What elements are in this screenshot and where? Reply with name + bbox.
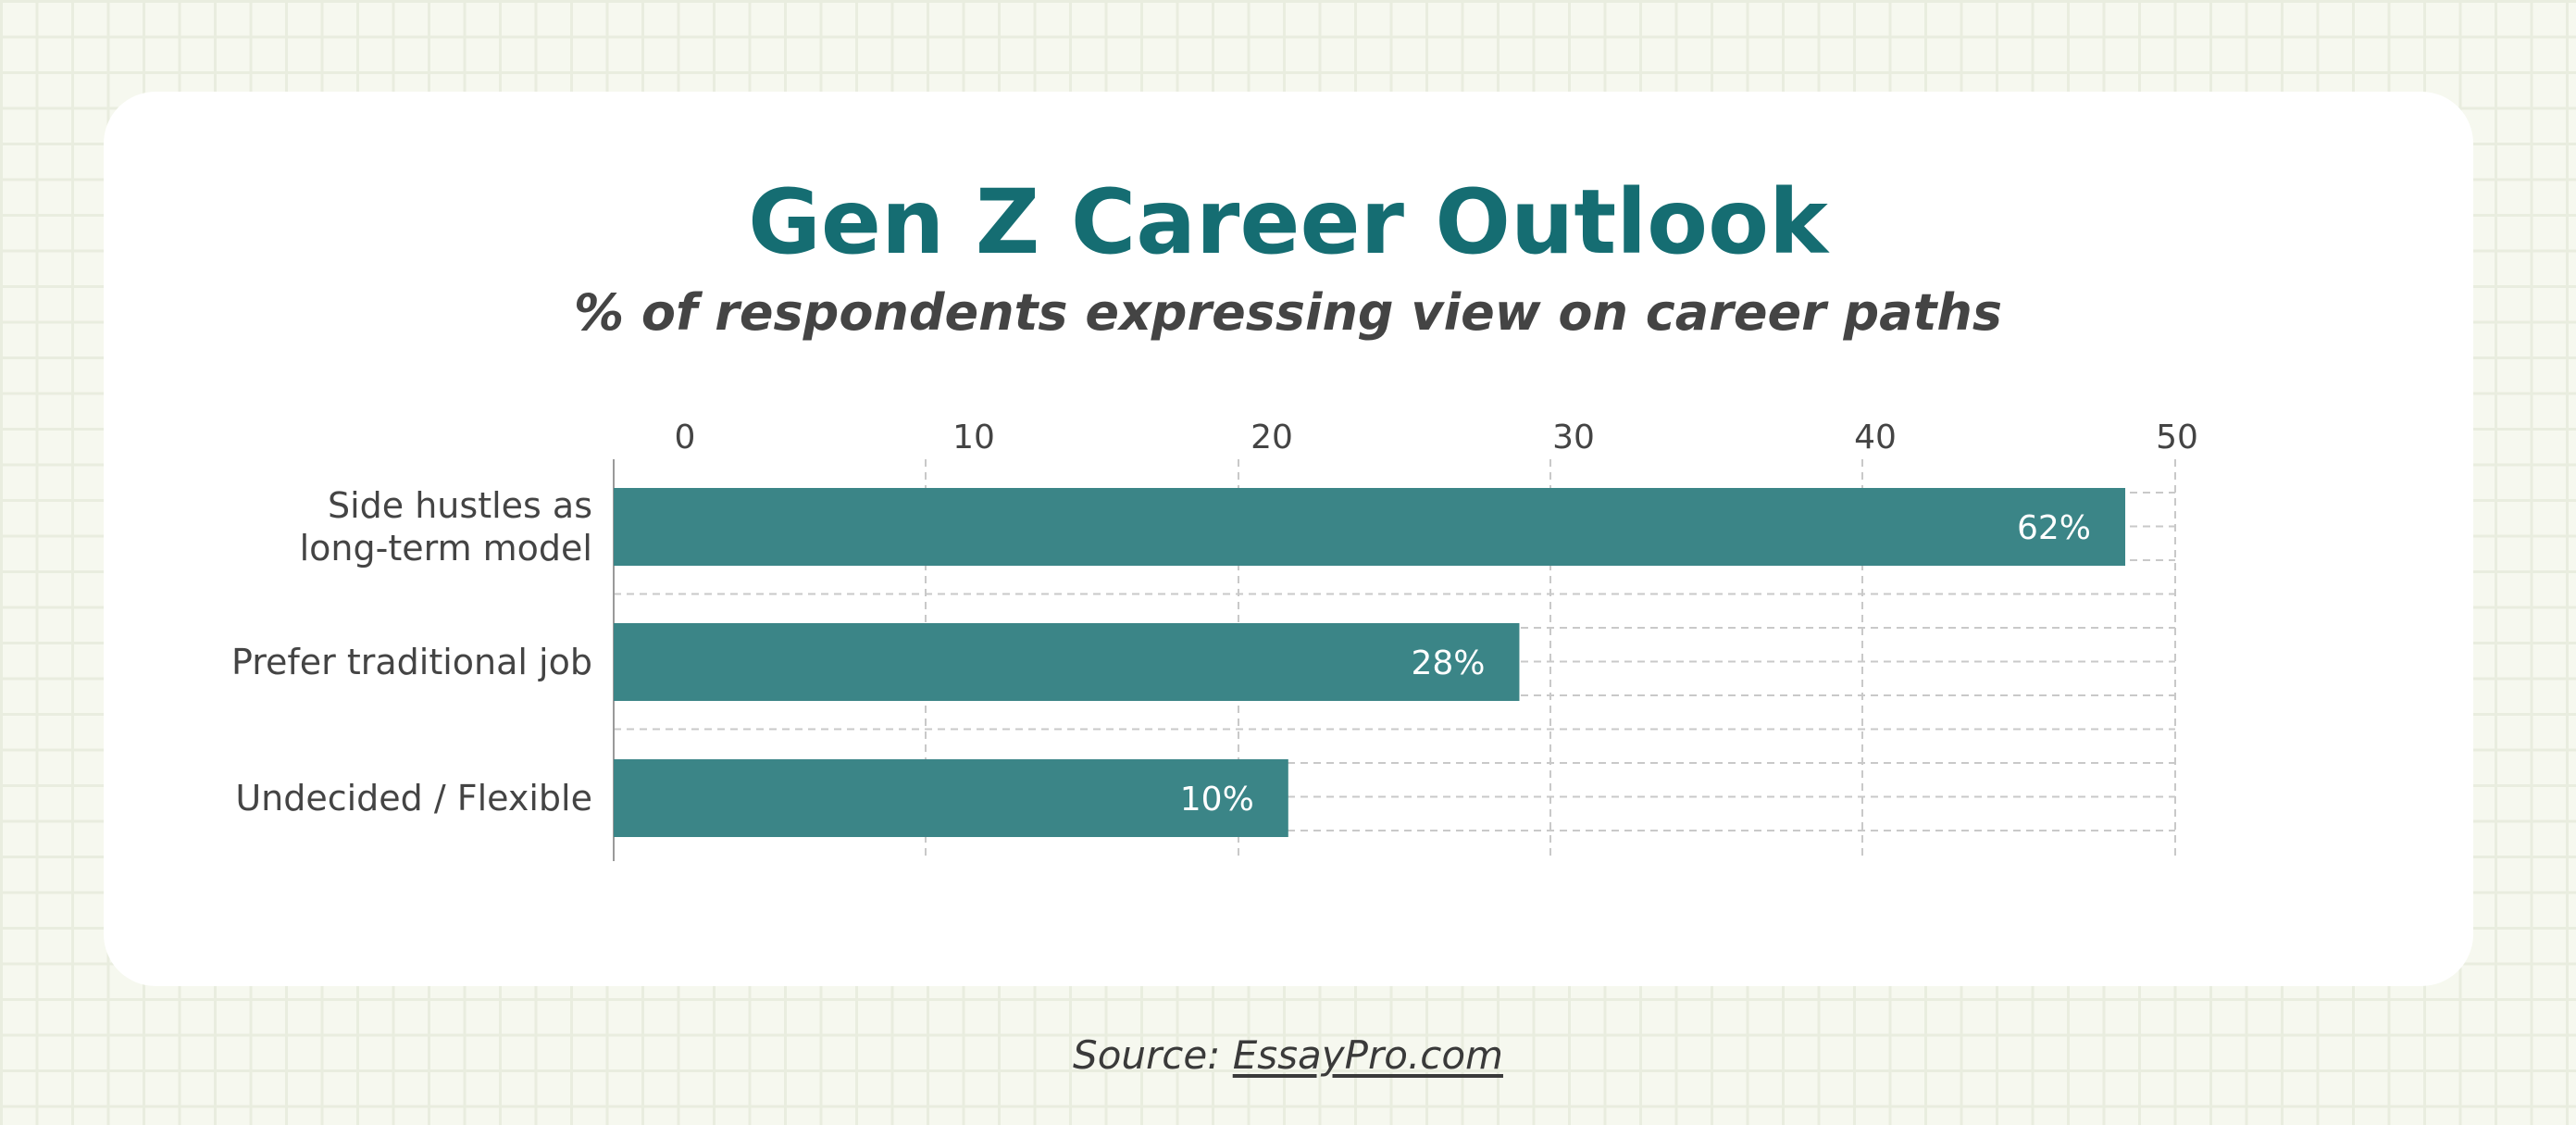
category-label-1: Prefer traditional job: [231, 642, 592, 682]
chart-subtitle: % of respondents expressing view on care…: [573, 283, 2003, 342]
category-label-2: Undecided / Flexible: [235, 778, 592, 819]
source-credit: Source: EssayPro.com: [0, 1030, 2576, 1081]
category-label-0: Side hustles as long-term model: [300, 485, 592, 569]
x-tick-label-50: 50: [2156, 419, 2198, 456]
bar-value-label-0: 62%: [2017, 509, 2091, 547]
source-prefix: Source:: [1073, 1032, 1221, 1078]
x-tick-label-40: 40: [1854, 419, 1897, 456]
source-link[interactable]: EssayPro.com: [1232, 1032, 1503, 1078]
bar-0: [614, 488, 2126, 566]
bar-value-label-1: 28%: [1411, 644, 1485, 682]
bar-1: [614, 623, 1520, 701]
category-label-line: long-term model: [300, 528, 592, 569]
bar-value-label-2: 10%: [1180, 781, 1254, 819]
x-tick-label-30: 30: [1552, 419, 1595, 456]
bar-2: [614, 759, 1288, 837]
category-label-line: Undecided / Flexible: [235, 778, 592, 819]
x-tick-label-20: 20: [1251, 419, 1293, 456]
x-tick-label-0: 0: [675, 419, 696, 456]
category-label-line: Prefer traditional job: [231, 642, 592, 682]
category-label-line: Side hustles as: [328, 485, 592, 526]
x-tick-label-10: 10: [952, 419, 995, 456]
chart-title: Gen Z Career Outlook: [748, 170, 1828, 274]
